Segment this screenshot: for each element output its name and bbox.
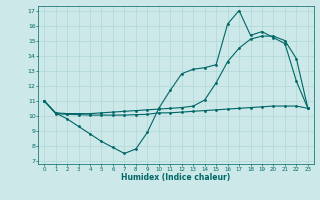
X-axis label: Humidex (Indice chaleur): Humidex (Indice chaleur) <box>121 173 231 182</box>
